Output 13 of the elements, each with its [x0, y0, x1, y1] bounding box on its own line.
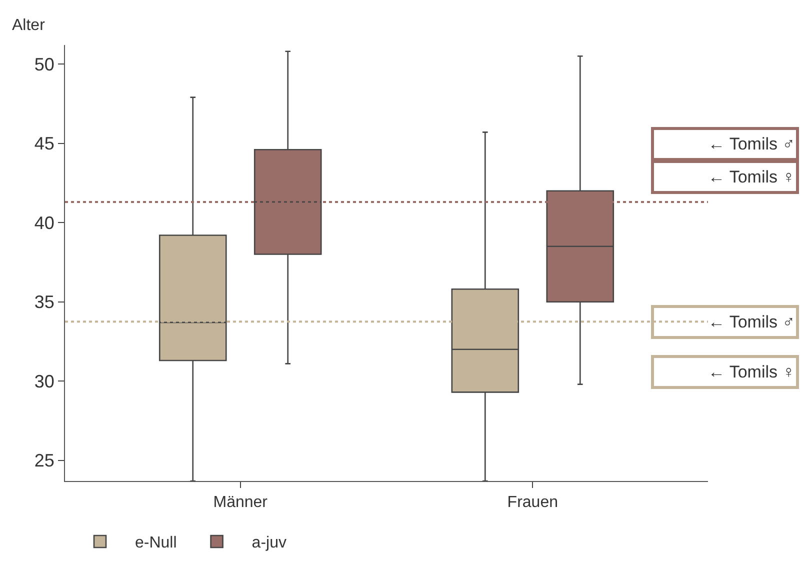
annotation: ← Tomils ♀	[708, 168, 795, 186]
y-tick-label: 50	[34, 54, 54, 74]
x-tick-label: Männer	[213, 494, 268, 512]
y-tick-label: 25	[34, 450, 54, 471]
annotation: ← Tomils ♀	[708, 362, 795, 382]
ref-line-label: ← Tomils ♂	[708, 134, 795, 154]
y-tick-label: 40	[34, 212, 54, 233]
ref-line-label: ← Tomils ♂	[708, 312, 795, 332]
y-tick-label: 30	[34, 371, 54, 392]
y-axis-title: Alter	[12, 17, 46, 34]
y-tick-label: 35	[34, 292, 54, 312]
y-tick-label: 45	[34, 134, 54, 154]
x-tick-label: Frauen	[507, 494, 558, 512]
